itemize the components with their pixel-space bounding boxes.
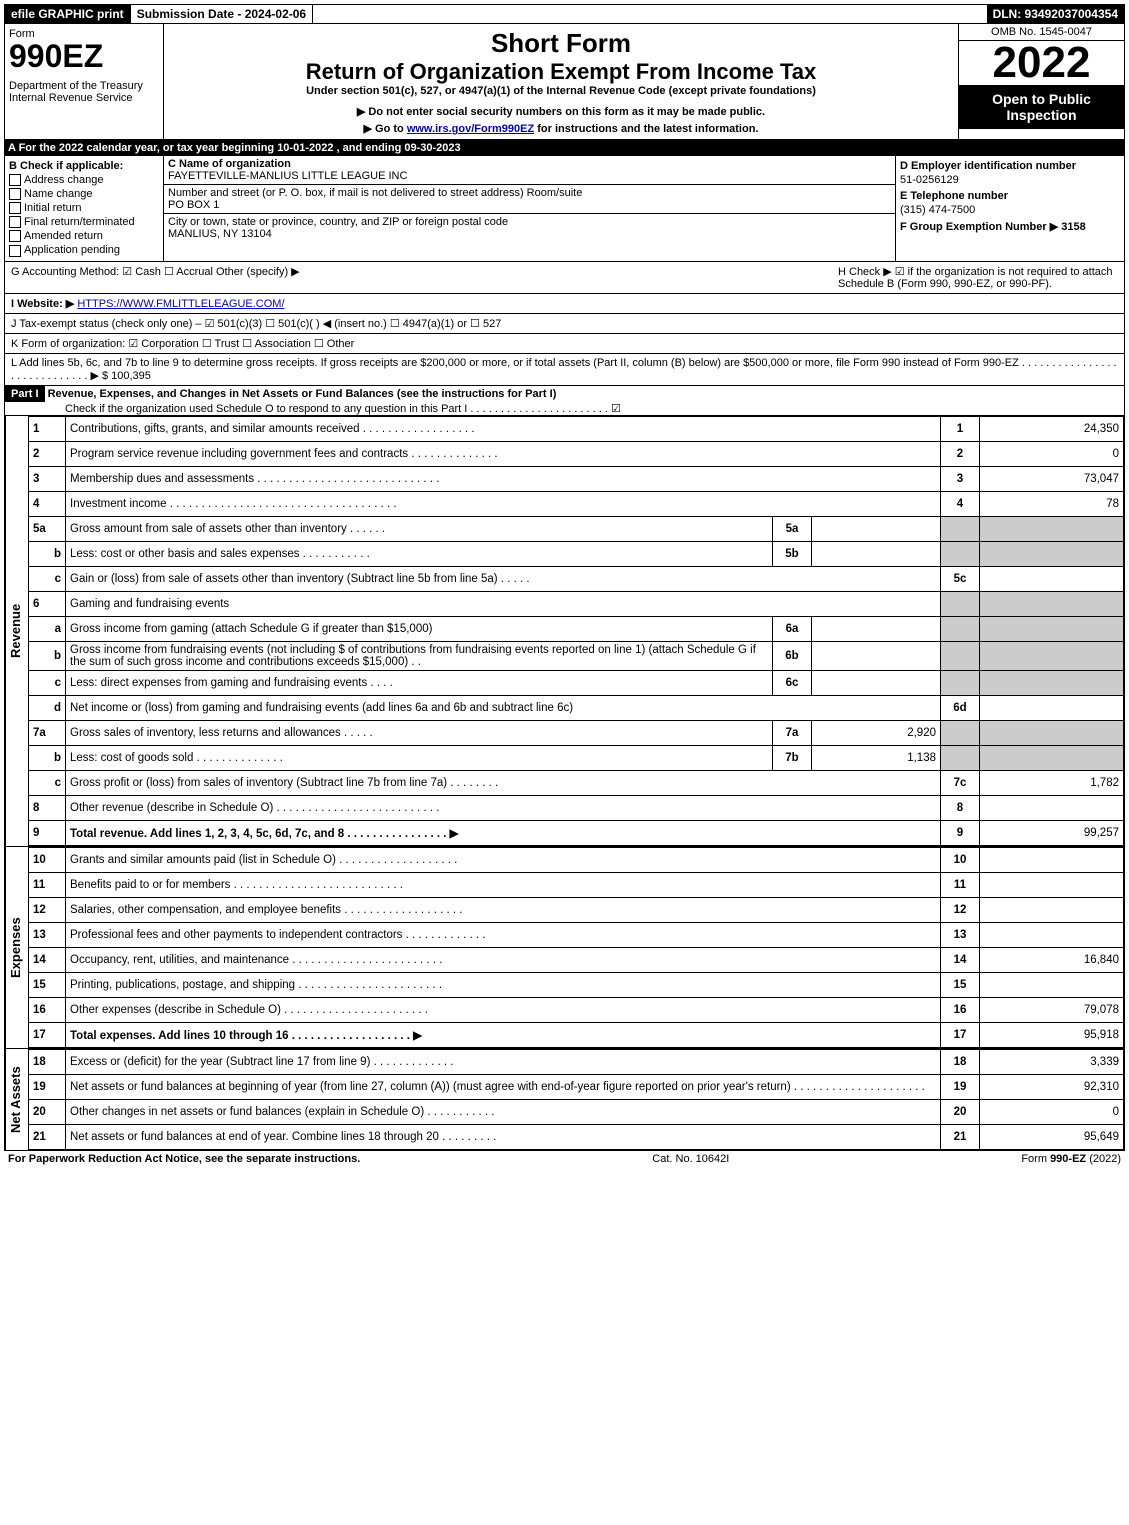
line-i: I Website: ▶ HTTPS://WWW.FMLITTLELEAGUE.… (4, 294, 1125, 314)
expenses-section: Expenses 10Grants and similar amounts pa… (4, 847, 1125, 1049)
note-ssn: ▶ Do not enter social security numbers o… (168, 105, 954, 118)
line-h: H Check ▶ ☑ if the organization is not r… (838, 265, 1118, 290)
chk-final[interactable]: Final return/terminated (9, 216, 159, 228)
part1-header-row: Part I Revenue, Expenses, and Changes in… (4, 386, 1125, 416)
form-header: Form 990EZ Department of the Treasury In… (4, 24, 1125, 140)
irs-link[interactable]: www.irs.gov/Form990EZ (407, 123, 534, 135)
top-bar: efile GRAPHIC print Submission Date - 20… (4, 4, 1125, 24)
line-l: L Add lines 5b, 6c, and 7b to line 9 to … (4, 354, 1125, 386)
row-g-h: G Accounting Method: ☑ Cash ☐ Accrual Ot… (4, 262, 1125, 294)
footer-mid: Cat. No. 10642I (652, 1153, 729, 1165)
part1-subtitle: Check if the organization used Schedule … (5, 403, 621, 415)
part1-title: Revenue, Expenses, and Changes in Net As… (48, 388, 557, 400)
line-k: K Form of organization: ☑ Corporation ☐ … (4, 334, 1125, 354)
netassets-table: 18Excess or (deficit) for the year (Subt… (28, 1049, 1124, 1150)
line-j: J Tax-exempt status (check only one) – ☑… (4, 314, 1125, 334)
subtitle: Under section 501(c), 527, or 4947(a)(1)… (168, 85, 954, 97)
city-label: City or town, state or province, country… (168, 216, 508, 228)
group-label: F Group Exemption Number ▶ 3158 (900, 220, 1120, 233)
footer-left: For Paperwork Reduction Act Notice, see … (8, 1153, 360, 1165)
box-c: C Name of organization FAYETTEVILLE-MANL… (164, 156, 896, 261)
org-addr: PO BOX 1 (168, 199, 219, 211)
page-footer: For Paperwork Reduction Act Notice, see … (4, 1151, 1125, 1167)
revenue-section: Revenue 1Contributions, gifts, grants, a… (4, 416, 1125, 847)
public-inspection: Open to Public Inspection (959, 85, 1124, 129)
box-d: D Employer identification number 51-0256… (896, 156, 1124, 261)
submission-date: Submission Date - 2024-02-06 (131, 5, 313, 23)
line-g: G Accounting Method: ☑ Cash ☐ Accrual Ot… (11, 265, 838, 290)
revenue-side-label: Revenue (5, 416, 28, 846)
header-right: OMB No. 1545-0047 2022 Open to Public In… (958, 24, 1124, 139)
dln: DLN: 93492037004354 (987, 5, 1124, 23)
form-number: 990EZ (9, 40, 159, 72)
revenue-table: 1Contributions, gifts, grants, and simil… (28, 416, 1124, 846)
chk-address[interactable]: Address change (9, 174, 159, 186)
ein-label: D Employer identification number (900, 160, 1120, 172)
chk-name[interactable]: Name change (9, 188, 159, 200)
phone-label: E Telephone number (900, 190, 1120, 202)
dept-label: Department of the Treasury Internal Reve… (9, 80, 159, 104)
short-form-title: Short Form (168, 28, 954, 59)
phone: (315) 474-7500 (900, 204, 1120, 216)
org-city: MANLIUS, NY 13104 (168, 228, 272, 240)
note-goto: ▶ Go to www.irs.gov/Form990EZ for instru… (168, 122, 954, 135)
chk-pending[interactable]: Application pending (9, 244, 159, 256)
header-left: Form 990EZ Department of the Treasury In… (5, 24, 164, 139)
efile-label[interactable]: efile GRAPHIC print (5, 5, 131, 23)
ein: 51-0256129 (900, 174, 1120, 186)
tax-year: 2022 (959, 41, 1124, 85)
part1-label: Part I (5, 386, 45, 402)
website-link[interactable]: HTTPS://WWW.FMLITTLELEAGUE.COM/ (77, 298, 284, 310)
chk-amended[interactable]: Amended return (9, 230, 159, 242)
meta-grid: B Check if applicable: Address change Na… (4, 156, 1125, 262)
chk-initial[interactable]: Initial return (9, 202, 159, 214)
addr-label: Number and street (or P. O. box, if mail… (168, 187, 582, 199)
header-center: Short Form Return of Organization Exempt… (164, 24, 958, 139)
netassets-section: Net Assets 18Excess or (deficit) for the… (4, 1049, 1125, 1151)
box-b: B Check if applicable: Address change Na… (5, 156, 164, 261)
section-a: A For the 2022 calendar year, or tax yea… (4, 140, 1125, 156)
return-title: Return of Organization Exempt From Incom… (168, 59, 954, 85)
expenses-table: 10Grants and similar amounts paid (list … (28, 847, 1124, 1048)
footer-right: Form 990-EZ (2022) (1021, 1153, 1121, 1165)
netassets-side-label: Net Assets (5, 1049, 28, 1150)
box-b-title: B Check if applicable: (9, 160, 159, 172)
expenses-side-label: Expenses (5, 847, 28, 1048)
name-label: C Name of organization (168, 158, 291, 170)
org-name: FAYETTEVILLE-MANLIUS LITTLE LEAGUE INC (168, 170, 407, 182)
